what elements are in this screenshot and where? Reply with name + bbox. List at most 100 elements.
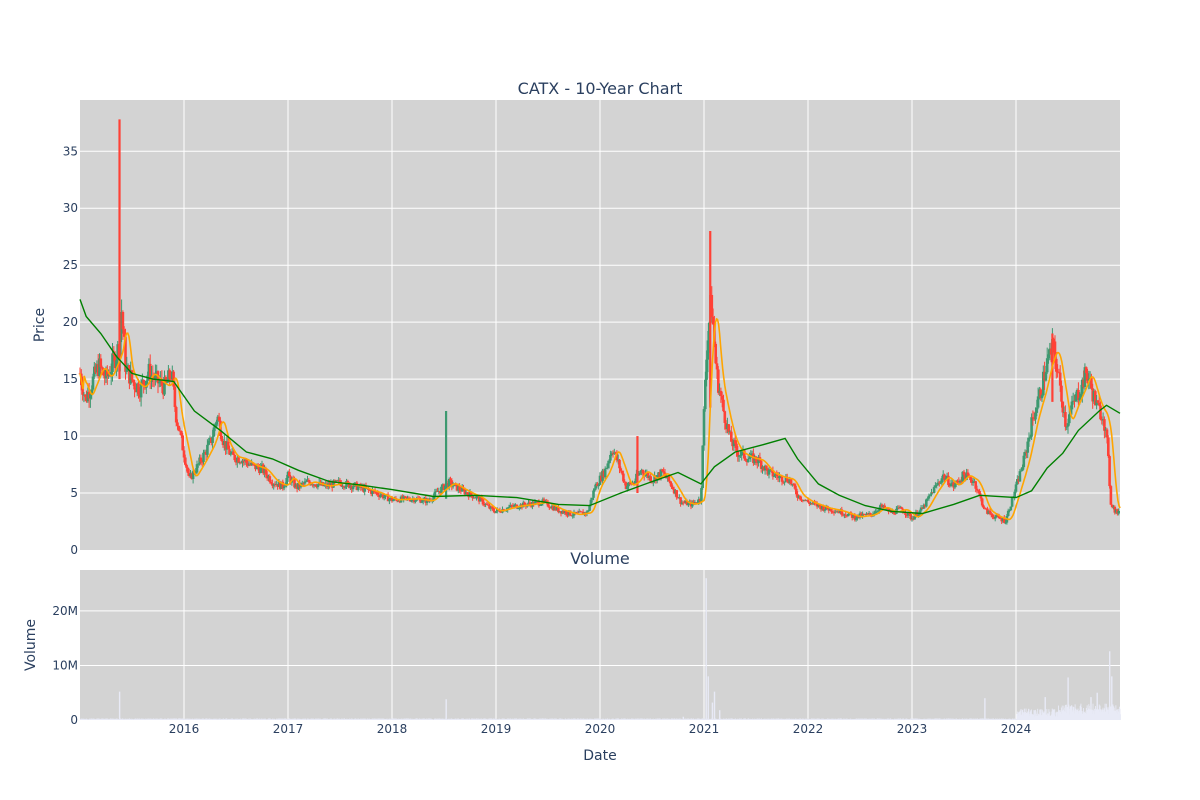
x-tick-label: 2021: [689, 722, 720, 736]
volume-bar: [272, 718, 274, 720]
volume-bar: [528, 718, 530, 720]
candle-body: [970, 480, 974, 483]
volume-bar: [874, 718, 876, 720]
volume-y-axis-title: Volume: [23, 619, 39, 671]
candle-body: [999, 517, 1002, 519]
candle-body: [99, 358, 103, 368]
candle-body: [307, 479, 311, 482]
candle-body: [671, 487, 675, 489]
candle-body: [800, 499, 803, 501]
candle-body: [641, 469, 645, 474]
volume-bar: [236, 718, 237, 720]
price-y-tick-label: 0: [70, 543, 78, 557]
candle-body: [997, 515, 1001, 518]
candle-body: [1034, 412, 1037, 420]
volume-bar: [839, 718, 841, 720]
volume-bar: [778, 718, 780, 720]
volume-spike-bar: [1096, 692, 1098, 720]
candle-body: [523, 502, 526, 505]
candle-body: [836, 511, 840, 513]
candle-body: [705, 359, 708, 380]
candle-body: [917, 514, 920, 517]
volume-bar: [467, 718, 469, 720]
candle-body: [1010, 497, 1014, 507]
candle-body: [1065, 426, 1068, 428]
candle-body: [922, 504, 925, 509]
candle-body: [540, 503, 543, 506]
volume-gridlines: [80, 570, 1120, 720]
candle-body: [133, 382, 136, 390]
candle-body: [102, 368, 105, 376]
volume-bar: [605, 718, 607, 720]
volume-bar: [424, 718, 425, 720]
candle-body: [95, 364, 99, 373]
volume-spike-bar: [1044, 697, 1046, 720]
volume-bar: [501, 718, 503, 720]
candle-body: [486, 504, 490, 506]
candle-body: [1070, 401, 1074, 410]
candle-body: [139, 382, 143, 398]
candle-body: [185, 464, 188, 468]
candle-body: [853, 514, 857, 520]
candle-body: [433, 491, 437, 497]
volume-chart-title: Volume: [570, 549, 630, 568]
candle-body: [818, 504, 821, 507]
candle-body: [1084, 367, 1088, 374]
candle-body: [440, 486, 443, 493]
candle-body: [571, 515, 574, 517]
candle-body: [926, 498, 929, 500]
candle-body: [962, 471, 966, 475]
volume-bar: [603, 718, 605, 720]
candle-body: [106, 369, 109, 377]
candle-body: [232, 451, 235, 455]
x-tick-label: 2023: [897, 722, 928, 736]
candle-body: [605, 468, 608, 469]
candle-body: [611, 453, 615, 455]
candle-body: [817, 504, 820, 507]
volume-bar: [617, 718, 618, 720]
volume-bar: [655, 718, 657, 720]
volume-bar: [216, 718, 218, 720]
candle-body: [986, 508, 989, 514]
candle-body: [402, 496, 405, 500]
candle-body: [597, 484, 600, 487]
candle-body: [564, 511, 568, 515]
candle-body: [624, 482, 628, 489]
candle-body: [644, 474, 647, 477]
volume-bar: [790, 718, 792, 720]
candle-body: [974, 481, 977, 489]
candle-body: [81, 385, 84, 395]
candle-body: [512, 505, 516, 507]
volume-bar: [764, 718, 766, 720]
candle-body: [568, 510, 572, 516]
candle-body: [632, 482, 636, 484]
x-tick-label: 2020: [585, 722, 616, 736]
candle-body: [603, 468, 607, 478]
volume-bar: [866, 718, 868, 720]
volume-bar: [991, 718, 993, 720]
candle-body: [470, 491, 473, 496]
candle-body: [765, 465, 768, 469]
candle-body: [533, 501, 537, 505]
volume-bar: [294, 718, 296, 720]
candle-body: [263, 468, 266, 474]
volume-bar: [688, 718, 690, 720]
volume-bar: [995, 718, 997, 720]
volume-bar: [659, 718, 660, 720]
volume-bar: [821, 718, 823, 720]
candle-body: [862, 514, 866, 515]
candle-body: [206, 444, 209, 455]
candle-body: [245, 459, 248, 463]
candle-body: [993, 516, 997, 519]
volume-bar: [1085, 707, 1087, 720]
candle-body: [675, 490, 678, 498]
candle-body: [1026, 441, 1029, 453]
x-tick-label: 2022: [793, 722, 824, 736]
candle-body: [615, 452, 619, 461]
volume-bar: [192, 718, 194, 720]
candle-body: [546, 501, 550, 507]
candle-body: [662, 471, 665, 473]
candle-body: [668, 481, 672, 484]
candle-body: [382, 496, 386, 499]
candle-body: [866, 513, 870, 515]
